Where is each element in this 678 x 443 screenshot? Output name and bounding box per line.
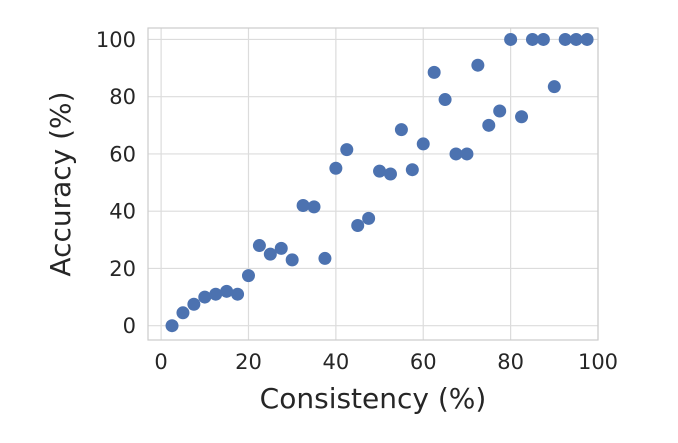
data-point — [547, 80, 561, 94]
x-tick-labels: 0 20 40 60 80 100 — [154, 350, 618, 374]
data-point — [569, 32, 583, 46]
data-point — [460, 147, 474, 161]
data-point — [383, 167, 397, 181]
data-point — [220, 284, 234, 298]
data-point — [362, 211, 376, 225]
x-tick-label: 40 — [322, 350, 349, 374]
data-point — [296, 198, 310, 212]
x-tick-label: 60 — [410, 350, 437, 374]
data-point — [580, 32, 594, 46]
data-point — [176, 306, 190, 320]
data-point — [405, 163, 419, 177]
data-point — [394, 123, 408, 137]
data-point — [373, 164, 387, 178]
y-tick-label: 60 — [109, 142, 136, 166]
data-point — [209, 287, 223, 301]
y-tick-label: 0 — [123, 314, 136, 338]
data-point — [285, 253, 299, 267]
y-tick-label: 80 — [109, 85, 136, 109]
data-point — [416, 137, 430, 151]
y-tick-label: 40 — [109, 200, 136, 224]
data-point — [438, 93, 452, 107]
data-point — [329, 161, 343, 175]
x-axis-title: Consistency (%) — [260, 382, 487, 415]
y-tick-labels: 0 20 40 60 80 100 — [96, 28, 136, 338]
data-point — [252, 239, 266, 253]
data-point — [318, 251, 332, 265]
data-point — [231, 287, 245, 301]
y-axis-title: Accuracy (%) — [44, 91, 77, 276]
data-point — [241, 269, 255, 283]
data-point — [340, 143, 354, 157]
data-point — [307, 200, 321, 214]
x-tick-label: 100 — [578, 350, 618, 374]
y-tick-label: 20 — [109, 257, 136, 281]
data-point — [482, 118, 496, 132]
data-point — [558, 32, 572, 46]
x-tick-label: 0 — [154, 350, 167, 374]
points-layer — [165, 32, 594, 333]
x-tick-label: 20 — [235, 350, 262, 374]
data-point — [165, 319, 179, 333]
y-tick-label: 100 — [96, 28, 136, 52]
data-point — [515, 110, 529, 124]
data-point — [274, 241, 288, 255]
x-tick-label: 80 — [497, 350, 524, 374]
plot-frame — [147, 27, 599, 341]
data-point — [198, 290, 212, 304]
data-point — [493, 104, 507, 118]
data-point — [187, 297, 201, 311]
data-point — [504, 32, 518, 46]
data-point — [471, 58, 485, 72]
data-point — [263, 247, 277, 261]
data-point — [525, 32, 539, 46]
data-point — [427, 65, 441, 79]
data-point — [351, 219, 365, 233]
data-point — [536, 32, 550, 46]
data-point — [449, 147, 463, 161]
